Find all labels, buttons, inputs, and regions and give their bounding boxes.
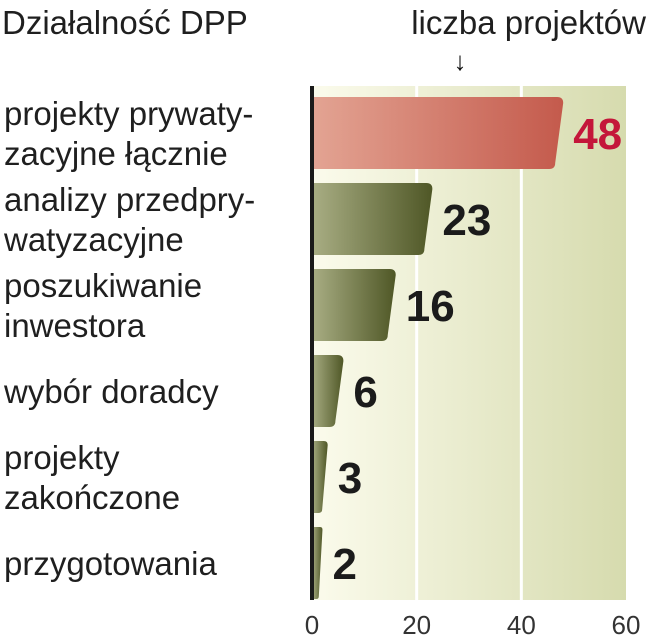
- x-tick-label: 40: [507, 610, 536, 640]
- value-labels: 48 23 16 6 3 2: [332, 110, 622, 589]
- measure-label: liczba projektów: [411, 4, 646, 41]
- category-label: zakończone: [4, 479, 180, 516]
- bars: [312, 97, 564, 599]
- value-label: 3: [338, 454, 362, 503]
- value-label: 48: [573, 110, 622, 159]
- chart-title: Działalność DPP: [2, 4, 248, 41]
- bar: [312, 527, 323, 599]
- bar: [312, 97, 564, 169]
- value-label: 16: [406, 282, 455, 331]
- category-label: inwestora: [4, 307, 146, 344]
- bar: [312, 269, 396, 341]
- value-label: 23: [442, 196, 491, 245]
- plot-background: [312, 86, 626, 600]
- x-tick-label: 20: [402, 610, 431, 640]
- gridlines: [415, 86, 523, 600]
- x-tick-label: 60: [612, 610, 641, 640]
- category-label: watyzacyjne: [3, 221, 184, 258]
- category-label: projekty: [4, 439, 120, 476]
- value-label: 6: [353, 368, 377, 417]
- category-label: zacyjne łącznie: [4, 135, 228, 172]
- category-label: analizy przedpry-: [4, 181, 255, 218]
- x-tick-label: 0: [305, 610, 319, 640]
- value-label: 2: [332, 540, 356, 589]
- bar: [312, 441, 328, 513]
- category-labels: projekty prywaty-zacyjne łącznie analizy …: [3, 95, 255, 582]
- category-label: poszukiwanie: [4, 267, 202, 304]
- bar: [312, 355, 344, 427]
- category-label: przygotowania: [4, 545, 217, 582]
- category-label: wybór doradcy: [3, 373, 219, 410]
- x-tick-labels: 0 20 40 60: [305, 610, 641, 640]
- bar: [312, 183, 433, 255]
- category-label: projekty prywaty-: [4, 95, 253, 132]
- arrow-down-icon: ↓: [454, 46, 467, 76]
